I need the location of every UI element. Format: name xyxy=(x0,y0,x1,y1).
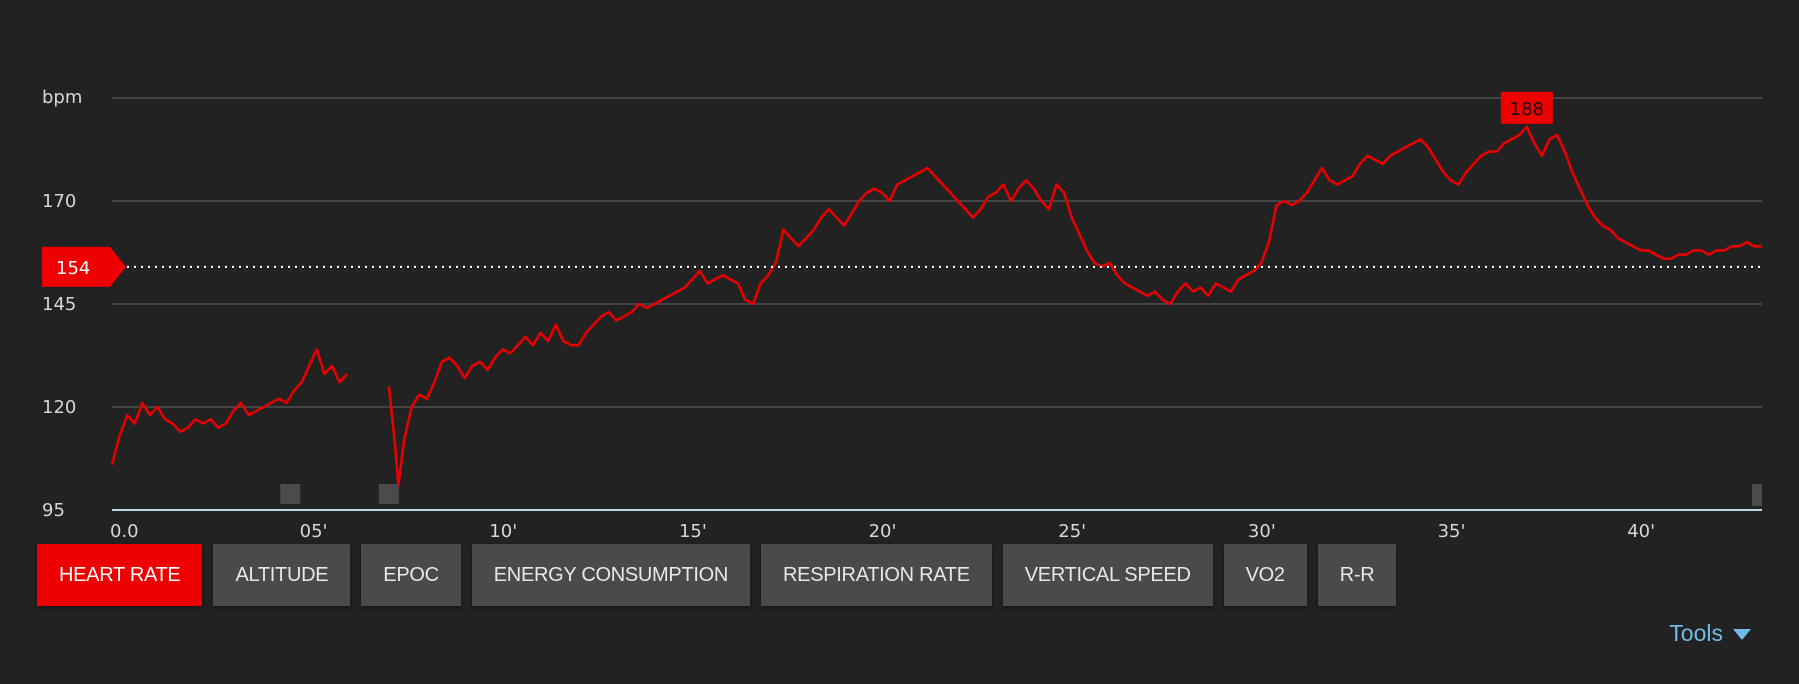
x-tick-label: 40' xyxy=(1627,521,1655,540)
grid-lines xyxy=(112,97,1762,511)
x-tick-label: 25' xyxy=(1058,521,1086,540)
lap-marker[interactable] xyxy=(280,484,301,504)
metric-tabs: HEART RATE ALTITUDE EPOC ENERGY CONSUMPTION… xyxy=(37,544,1397,606)
caret-down-icon[interactable] xyxy=(1733,629,1751,640)
x-tick-label: 20' xyxy=(869,521,897,540)
tab-energy-consumption[interactable]: ENERGY CONSUMPTION xyxy=(471,544,751,606)
x-tick-labels: 0.0 05' 10' 15' 20' 25' 30' 35' 40' xyxy=(110,521,1655,540)
heart-rate-chart: bpm 170 145 120 95 0.0 05' 10' 15' 20' 25' 30' 35'… xyxy=(42,87,1762,540)
y-tick-label: 145 xyxy=(42,294,76,315)
tab-heart-rate[interactable]: HEART RATE xyxy=(37,544,203,606)
x-tick-label: 10' xyxy=(489,521,517,540)
y-tick-label: 170 xyxy=(42,191,76,212)
y-tick-label: 95 xyxy=(42,500,65,521)
tab-respiration-rate[interactable]: RESPIRATION RATE xyxy=(761,544,992,606)
lap-marker[interactable] xyxy=(378,484,399,504)
average-badge xyxy=(42,246,126,287)
x-tick-label: 05' xyxy=(300,521,328,540)
heart-rate-line xyxy=(387,125,1762,487)
tab-vo2[interactable]: VO2 xyxy=(1223,544,1307,606)
max-badge xyxy=(1500,91,1553,124)
tools-menu[interactable]: Tools xyxy=(1669,620,1751,647)
x-tick-label: 15' xyxy=(679,521,707,540)
x-tick-label: 35' xyxy=(1438,521,1466,540)
x-tick-label: 30' xyxy=(1248,521,1276,540)
max-label: 188 xyxy=(1510,99,1544,120)
end-marker[interactable] xyxy=(1752,484,1762,506)
max-marker-group: 188 xyxy=(1500,91,1553,124)
y-unit-label: bpm xyxy=(42,87,82,108)
y-tick-labels: 170 145 120 95 xyxy=(42,191,76,521)
average-label: 154 xyxy=(56,258,90,279)
tab-altitude[interactable]: ALTITUDE xyxy=(213,544,351,606)
y-tick-label: 120 xyxy=(42,397,76,418)
tools-label[interactable]: Tools xyxy=(1669,620,1723,646)
x-tick-label: 0.0 xyxy=(110,521,139,540)
heart-rate-line xyxy=(110,348,349,466)
tab-epoc[interactable]: EPOC xyxy=(361,544,461,606)
tab-r-r[interactable]: R-R xyxy=(1317,544,1397,606)
heart-rate-series xyxy=(110,125,1762,487)
average-line-group: 154 xyxy=(42,246,1762,287)
tab-vertical-speed[interactable]: VERTICAL SPEED xyxy=(1002,544,1213,606)
timeline-markers[interactable] xyxy=(280,484,1762,506)
